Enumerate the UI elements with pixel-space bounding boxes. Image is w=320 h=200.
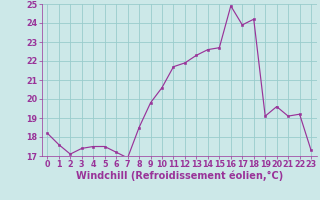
X-axis label: Windchill (Refroidissement éolien,°C): Windchill (Refroidissement éolien,°C) bbox=[76, 171, 283, 181]
